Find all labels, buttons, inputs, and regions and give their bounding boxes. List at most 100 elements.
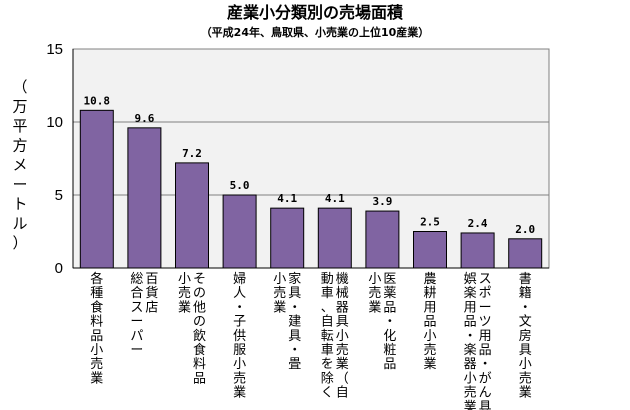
category-char: 小 [336,329,349,344]
category-char: そ [193,272,206,287]
category-char: ー [130,343,143,358]
data-label: 3.9 [372,195,392,208]
bar [460,232,495,269]
category-char: 動 [321,272,334,287]
category-char: ・ [288,300,301,315]
category-char: 各 [90,271,103,287]
category-char: く [321,386,334,401]
category-char: 籍 [519,285,532,301]
category-char: （ [336,371,349,386]
data-label: 7.2 [182,147,202,160]
category-char: 車 [321,343,334,358]
category-char: 薬 [383,286,396,301]
category-char: ・ [519,300,532,315]
category-char: 耕 [423,285,436,301]
category-char: 品 [193,371,206,386]
category-char: 婦 [233,271,246,287]
category-char: ス [479,272,492,287]
category-char: を [321,357,334,372]
category-char: 業 [336,356,349,372]
category-char: 畳 [288,357,301,372]
category-char: 売 [178,285,191,301]
category-char: 食 [90,299,103,315]
data-label: 2.4 [468,217,488,230]
bar [508,238,543,269]
category-char: 小 [423,329,436,344]
data-label: 10.8 [84,94,111,107]
category-char: ・ [464,329,477,344]
y-tick-label: 5 [55,187,63,204]
category-char: 食 [193,342,206,358]
category-char: 業 [233,385,246,401]
category-char: が [479,371,492,386]
y-label-char: 方 [12,137,27,155]
category-char: 用 [479,329,492,344]
category-char: 娯 [464,272,477,287]
category-char: 業 [368,299,381,315]
data-label: 4.1 [277,192,297,205]
category-char: 粧 [383,343,396,358]
y-label-char: 平 [12,117,27,135]
category-char: 売 [273,285,286,301]
category-char: ー [130,315,143,330]
category-char: 品 [383,300,396,315]
category-char: 車 [321,286,334,301]
bar [317,207,352,269]
category-char: ・ [233,300,246,315]
category-char: 品 [383,357,396,372]
y-label-char: ル [12,215,27,233]
category-char: 飲 [193,328,206,344]
category-char: 機 [336,272,349,287]
category-char: 楽 [464,285,477,301]
category-char: 品 [90,329,103,344]
category-char: 供 [233,329,246,344]
category-char: の [193,315,206,330]
category-char: 用 [464,300,477,315]
category-char: 除 [321,371,334,386]
category-char: 子 [233,315,246,330]
category-char: 文 [519,315,532,330]
category-char: 小 [90,343,103,358]
y-label-char: ト [12,195,27,213]
category-char: 器 [336,300,349,315]
category-char: 業 [519,385,532,401]
category-char: 料 [90,315,103,330]
category-char: ん [479,386,492,401]
category-char: 器 [464,357,477,372]
category-char: 小 [368,272,381,287]
category-char: 売 [233,370,246,386]
category-char: ・ [383,315,396,330]
category-char: 転 [321,329,334,344]
chart-title: 産業小分類別の売場面積 [227,3,404,22]
y-tick-label: 10 [46,114,63,131]
category-char: 種 [90,285,103,301]
category-char: 貨 [145,285,158,301]
category-char: 械 [336,286,349,301]
category-char: 建 [288,315,301,330]
category-char: ー [479,300,492,315]
y-label-char: ー [12,176,27,194]
data-label: 5.0 [230,179,250,192]
category-char: 具 [336,315,349,330]
category-char: 人 [233,286,246,301]
category-char: 店 [145,300,158,315]
category-char: ・ [479,357,492,372]
y-tick-label: 15 [46,41,63,58]
category-char: 房 [519,328,532,344]
category-char: 売 [336,342,349,358]
category-char: 業 [423,356,436,372]
category-char: 売 [519,370,532,386]
bar [413,231,447,269]
data-label: 4.1 [325,192,345,205]
category-char: 業 [273,299,286,315]
